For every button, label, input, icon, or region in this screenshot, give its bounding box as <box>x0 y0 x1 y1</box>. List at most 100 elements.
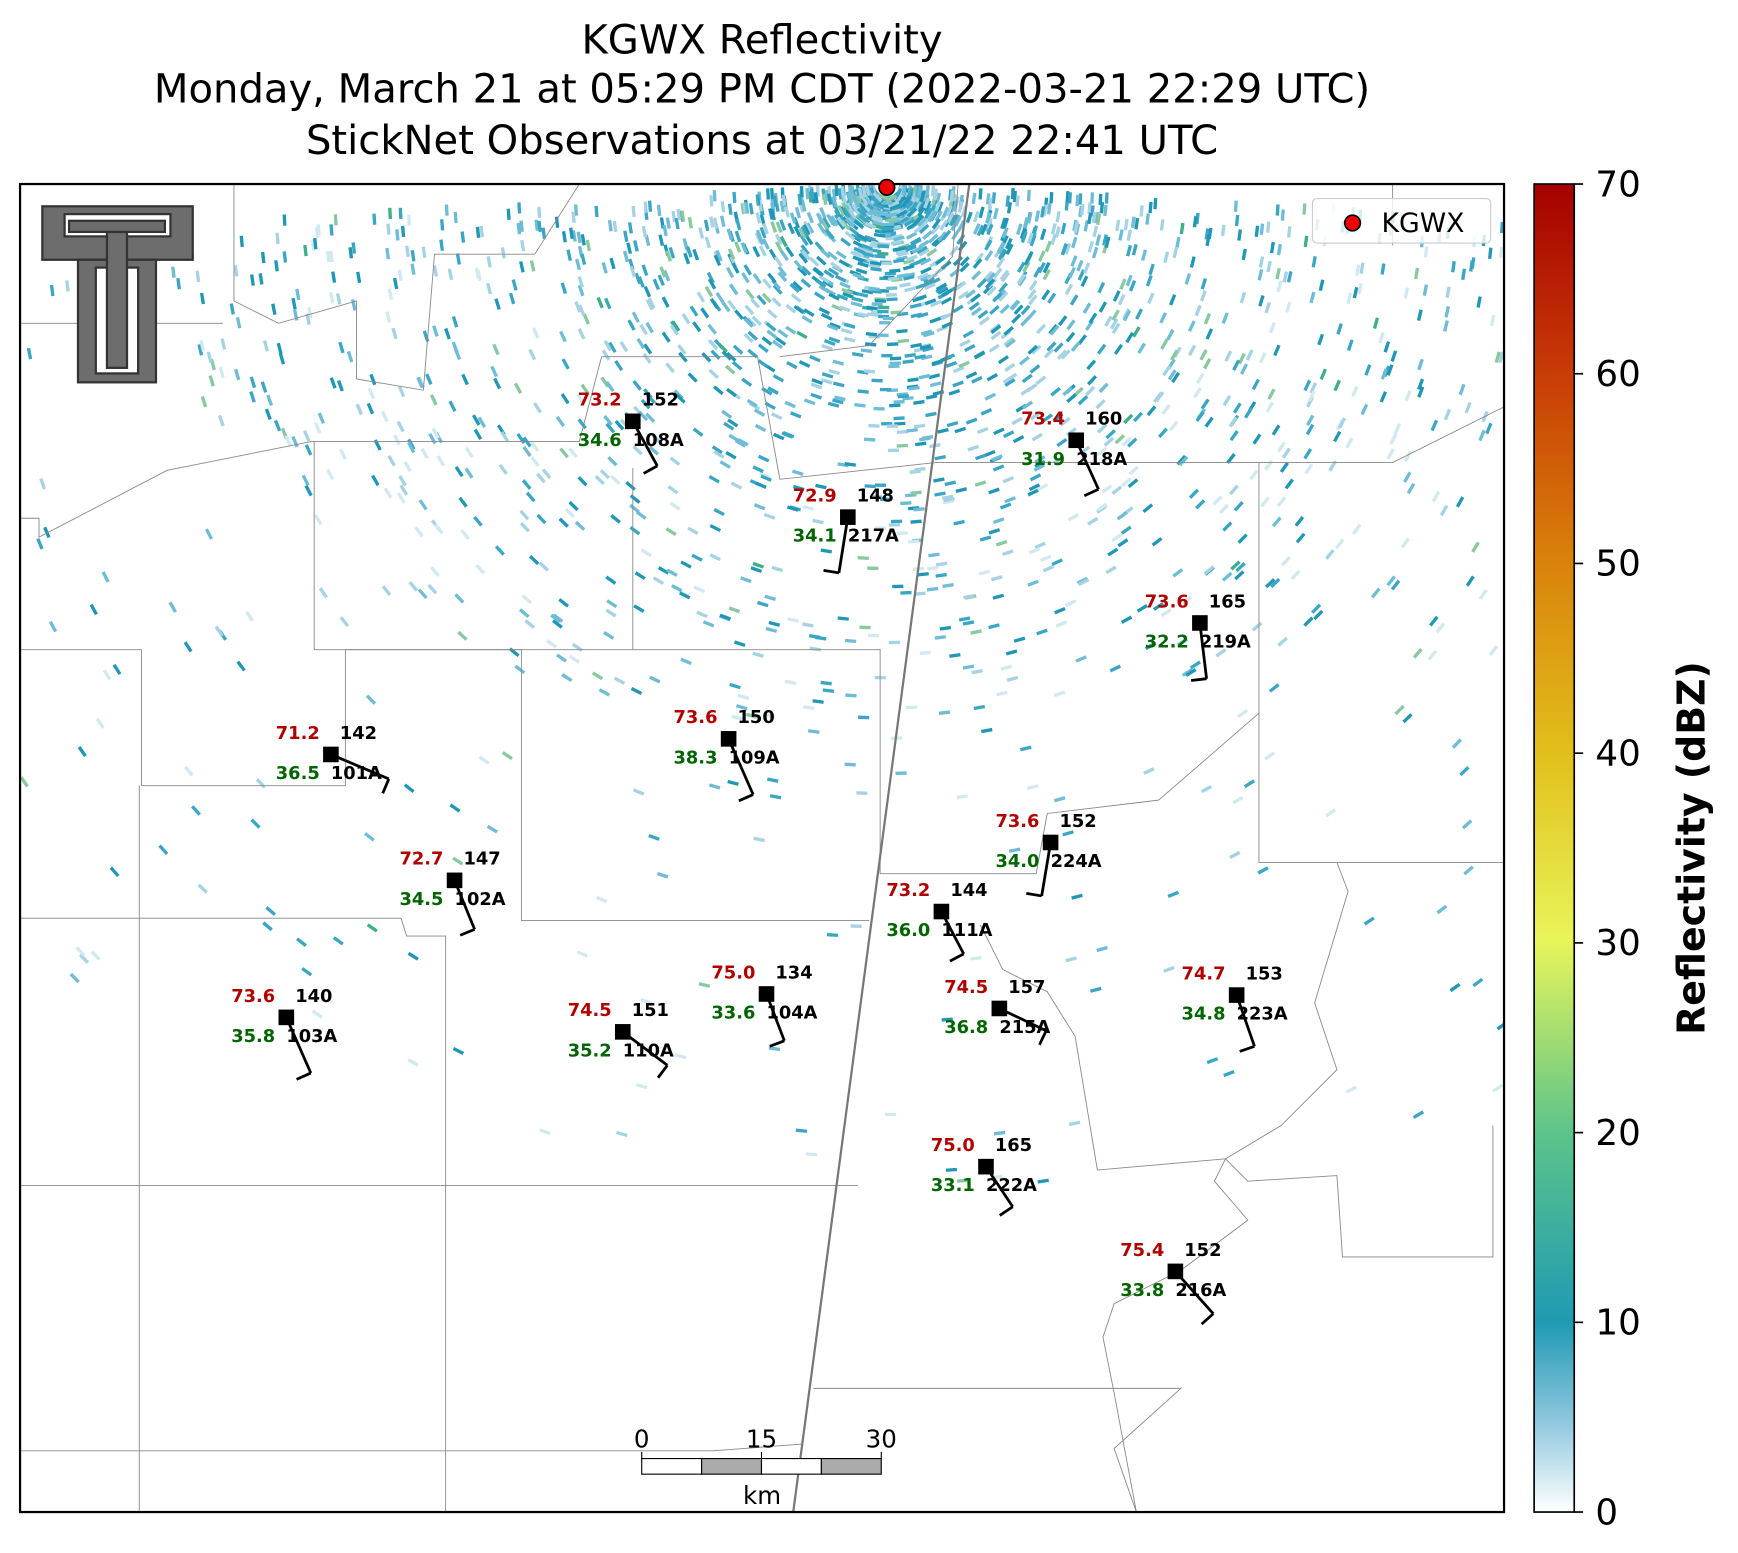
radar-echo <box>1169 294 1177 306</box>
radar-echo <box>1239 291 1247 304</box>
radar-echo <box>945 1167 958 1172</box>
radar-echo <box>942 583 954 588</box>
radar-echo <box>295 288 301 301</box>
radar-echo <box>704 236 712 249</box>
radar-echo <box>396 420 405 433</box>
radar-echo <box>645 322 654 334</box>
radar-echo <box>1355 264 1361 276</box>
radar-echo <box>69 972 80 984</box>
radar-echo <box>978 316 990 326</box>
radar-echo <box>1000 271 1011 283</box>
radar-echo <box>992 267 1003 279</box>
radar-echo <box>820 548 833 554</box>
radar-echo <box>473 515 483 527</box>
radar-echo <box>1028 294 1038 306</box>
radar-echo <box>1188 344 1197 357</box>
radar-echo <box>729 284 739 296</box>
radar-echo <box>893 258 905 264</box>
radar-echo <box>348 247 354 259</box>
radar-echo <box>719 215 726 227</box>
radar-echo <box>1393 422 1402 435</box>
radar-echo <box>1104 236 1111 249</box>
radar-echo <box>1157 427 1168 439</box>
radar-echo <box>679 591 691 600</box>
radar-echo <box>306 306 313 319</box>
radar-echo <box>958 360 970 369</box>
radar-echo <box>1005 243 1014 255</box>
radar-echo <box>826 932 839 938</box>
radar-echo <box>554 216 560 228</box>
radar-echo <box>1290 569 1301 581</box>
radar-echo <box>793 259 804 271</box>
radar-echo <box>1318 279 1325 291</box>
radar-echo <box>1096 446 1108 457</box>
radar-echo <box>1133 411 1144 423</box>
radar-echo <box>601 262 608 274</box>
radar-echo <box>1265 401 1275 413</box>
radar-echo <box>528 555 540 566</box>
radar-echo <box>1039 554 1052 563</box>
radar-echo <box>183 765 194 777</box>
radar-echo <box>578 304 586 317</box>
station-id: 218A <box>1076 449 1127 470</box>
radar-echo <box>1086 375 1098 386</box>
radar-echo <box>823 339 836 347</box>
radar-echo <box>1020 316 1031 327</box>
radar-echo <box>1136 603 1148 613</box>
radar-echo <box>1494 351 1501 364</box>
radar-echo <box>576 393 586 405</box>
stations: 73.234.6152108A72.934.1148217A73.431.916… <box>231 390 1288 1326</box>
radar-echo <box>536 513 547 525</box>
radar-echo <box>95 717 105 729</box>
wind-barb <box>1235 994 1256 1047</box>
radar-echo <box>752 465 764 474</box>
radar-echo <box>1051 558 1063 567</box>
radar-echo <box>614 360 624 372</box>
radar-echo <box>768 620 781 627</box>
radar-echo <box>1461 819 1473 830</box>
radar-echo <box>1311 603 1322 614</box>
radar-echo <box>1178 455 1189 467</box>
radar-echo <box>1304 463 1314 475</box>
radar-echo <box>648 445 660 456</box>
radar-echo <box>995 257 1005 269</box>
radar-echo <box>475 564 486 575</box>
radar-echo <box>640 548 652 558</box>
radar-echo <box>761 336 773 346</box>
radar-echo <box>958 290 970 300</box>
radar-echo <box>1414 267 1420 280</box>
radar-echo <box>734 309 744 320</box>
radar-echo <box>903 258 915 265</box>
radar-echo <box>845 202 855 214</box>
radar-echo <box>407 951 419 961</box>
radar-echo <box>712 385 724 396</box>
radar-echo <box>421 246 427 259</box>
radar-echo <box>913 423 926 429</box>
radar-echo <box>539 1128 551 1136</box>
radar-echo <box>748 203 754 215</box>
radar-echo <box>886 286 898 291</box>
radar-echo <box>199 292 206 305</box>
radar-echo <box>1232 359 1241 371</box>
radar-echo <box>706 271 715 284</box>
radar-echo <box>284 435 293 447</box>
radar-echo <box>233 265 239 277</box>
radar-echo <box>75 946 86 957</box>
radar-echo <box>827 267 840 277</box>
radar-echo <box>1223 1070 1235 1078</box>
radar-echo <box>366 923 378 933</box>
radar-echo <box>903 218 916 228</box>
radar-echo <box>976 224 985 237</box>
radar-echo <box>929 381 942 388</box>
radar-echo <box>914 354 926 360</box>
radar-echo <box>1146 405 1157 417</box>
radar-echo <box>1264 751 1276 761</box>
radar-echo <box>1286 270 1293 283</box>
radar-echo <box>1026 232 1034 245</box>
radar-echo <box>1111 485 1123 495</box>
radar-echo <box>391 327 398 340</box>
radar-echo <box>629 265 637 278</box>
radar-echo <box>1053 796 1066 803</box>
temperature: 72.9 <box>793 486 837 507</box>
radar-echo <box>1020 386 1032 396</box>
